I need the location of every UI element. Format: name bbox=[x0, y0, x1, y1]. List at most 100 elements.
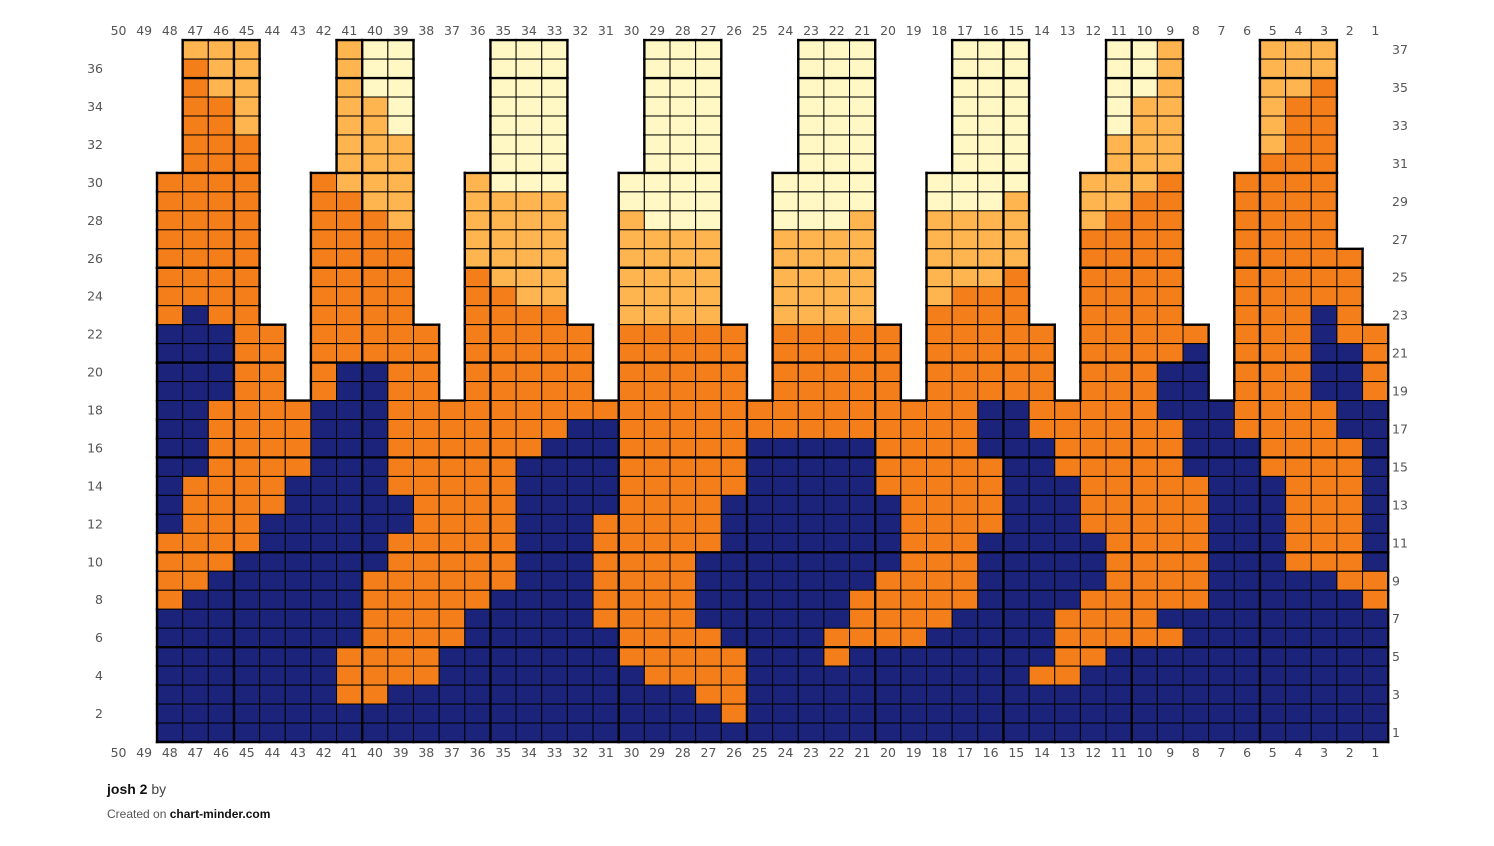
chart-cell bbox=[1233, 646, 1261, 667]
row-label-left: 4 bbox=[95, 668, 103, 683]
chart-cell bbox=[233, 456, 261, 477]
chart-cell bbox=[1259, 58, 1287, 79]
chart-cell bbox=[233, 627, 261, 648]
chart-cell bbox=[1310, 210, 1338, 231]
chart-cell bbox=[772, 722, 799, 743]
row-label-left: 18 bbox=[87, 403, 103, 418]
chart-cell bbox=[259, 437, 286, 458]
chart-cell bbox=[1105, 229, 1133, 250]
chart-cell bbox=[259, 665, 286, 686]
column-label-top: 10 bbox=[1137, 23, 1153, 38]
chart-cell bbox=[772, 475, 799, 496]
chart-cell bbox=[695, 305, 722, 326]
chart-cell bbox=[233, 589, 261, 610]
chart-cell bbox=[566, 589, 594, 610]
column-label-bottom: 16 bbox=[983, 745, 999, 760]
chart-cell bbox=[746, 494, 774, 515]
chart-cell bbox=[1233, 400, 1261, 421]
chart-cell bbox=[310, 722, 338, 743]
chart-cell bbox=[489, 58, 517, 79]
chart-cell bbox=[1131, 134, 1158, 155]
chart-cell bbox=[182, 608, 209, 629]
chart-cell bbox=[643, 703, 671, 724]
chart-cell bbox=[926, 684, 953, 705]
chart-cell bbox=[797, 456, 825, 477]
chart-cell bbox=[1028, 475, 1056, 496]
chart-cell bbox=[951, 305, 979, 326]
chart-cell bbox=[1310, 684, 1338, 705]
column-label-top: 5 bbox=[1269, 23, 1277, 38]
chart-cell bbox=[336, 115, 363, 136]
chart-cell bbox=[1131, 153, 1158, 174]
chart-cell bbox=[284, 589, 312, 610]
chart-cell bbox=[977, 210, 1004, 231]
chart-cell bbox=[1079, 267, 1107, 288]
chart-cell bbox=[951, 153, 979, 174]
chart-cell bbox=[1002, 665, 1030, 686]
chart-cell bbox=[1002, 267, 1030, 288]
chart-cell bbox=[874, 551, 902, 572]
chart-cell bbox=[566, 665, 594, 686]
chart-cell bbox=[643, 267, 671, 288]
chart-cell bbox=[1105, 589, 1133, 610]
chart-cell bbox=[1105, 39, 1133, 60]
chart-cell bbox=[182, 286, 209, 307]
chart-cell bbox=[926, 419, 953, 439]
chart-cell bbox=[1285, 475, 1312, 496]
chart-cell bbox=[926, 513, 953, 534]
chart-cell bbox=[1105, 324, 1133, 345]
chart-cell bbox=[310, 589, 338, 610]
chart-cell bbox=[1310, 58, 1338, 79]
chart-cell bbox=[361, 381, 389, 402]
chart-cell bbox=[1310, 96, 1338, 117]
chart-cell bbox=[926, 456, 953, 477]
column-label-bottom: 14 bbox=[1034, 745, 1050, 760]
chart-cell bbox=[1105, 703, 1133, 724]
chart-cell bbox=[387, 362, 415, 383]
chart-cell bbox=[797, 191, 825, 212]
chart-cell bbox=[1079, 570, 1107, 591]
chart-cell bbox=[951, 419, 979, 439]
chart-cell bbox=[900, 513, 927, 534]
chart-cell bbox=[643, 96, 671, 117]
chart-cell bbox=[515, 532, 543, 553]
chart-cell bbox=[1259, 115, 1287, 136]
chart-cell bbox=[1131, 267, 1158, 288]
chart-cell bbox=[618, 210, 645, 231]
chart-cell bbox=[746, 627, 774, 648]
chart-cell bbox=[643, 248, 671, 269]
chart-cell bbox=[951, 551, 979, 572]
chart-cell bbox=[900, 419, 927, 439]
column-label-top: 44 bbox=[264, 23, 280, 38]
chart-cell bbox=[336, 172, 363, 193]
chart-cell bbox=[592, 400, 620, 421]
chart-cell bbox=[797, 115, 825, 136]
chart-cell bbox=[182, 381, 209, 402]
chart-cell bbox=[849, 684, 876, 705]
chart-cell bbox=[1233, 305, 1261, 326]
chart-cell bbox=[336, 627, 363, 648]
chart-cell bbox=[233, 115, 261, 136]
row-label-right: 7 bbox=[1392, 611, 1400, 626]
chart-cell bbox=[1208, 703, 1235, 724]
chart-cell bbox=[797, 362, 825, 383]
chart-cell bbox=[618, 532, 645, 553]
chart-cell bbox=[951, 248, 979, 269]
chart-cell bbox=[1310, 589, 1338, 610]
chart-cell bbox=[207, 210, 235, 231]
column-label-top: 22 bbox=[829, 23, 845, 38]
chart-cell bbox=[464, 456, 491, 477]
chart-cell bbox=[695, 437, 722, 458]
chart-cell bbox=[874, 703, 902, 724]
site-link[interactable]: chart-minder.com bbox=[169, 807, 271, 821]
chart-cell bbox=[336, 665, 363, 686]
chart-cell bbox=[1182, 703, 1210, 724]
chart-cell bbox=[926, 191, 953, 212]
column-label-bottom: 23 bbox=[803, 745, 819, 760]
chart-cell bbox=[1259, 570, 1287, 591]
chart-cell bbox=[1310, 475, 1338, 496]
chart-cell bbox=[1285, 722, 1312, 743]
row-label-right: 11 bbox=[1392, 535, 1408, 550]
chart-cell bbox=[1182, 684, 1210, 705]
chart-cell bbox=[1259, 39, 1287, 60]
